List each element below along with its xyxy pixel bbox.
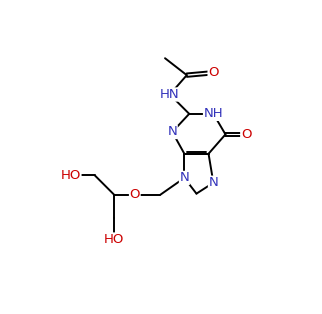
Text: N: N [179,171,189,184]
Text: N: N [167,126,177,138]
Text: HO: HO [104,233,124,246]
Text: O: O [241,128,251,141]
Text: N: N [209,176,218,189]
Text: HN: HN [160,88,180,101]
Text: O: O [208,66,219,79]
Text: O: O [129,188,140,201]
Text: HO: HO [61,169,81,182]
Text: NH: NH [204,107,223,120]
